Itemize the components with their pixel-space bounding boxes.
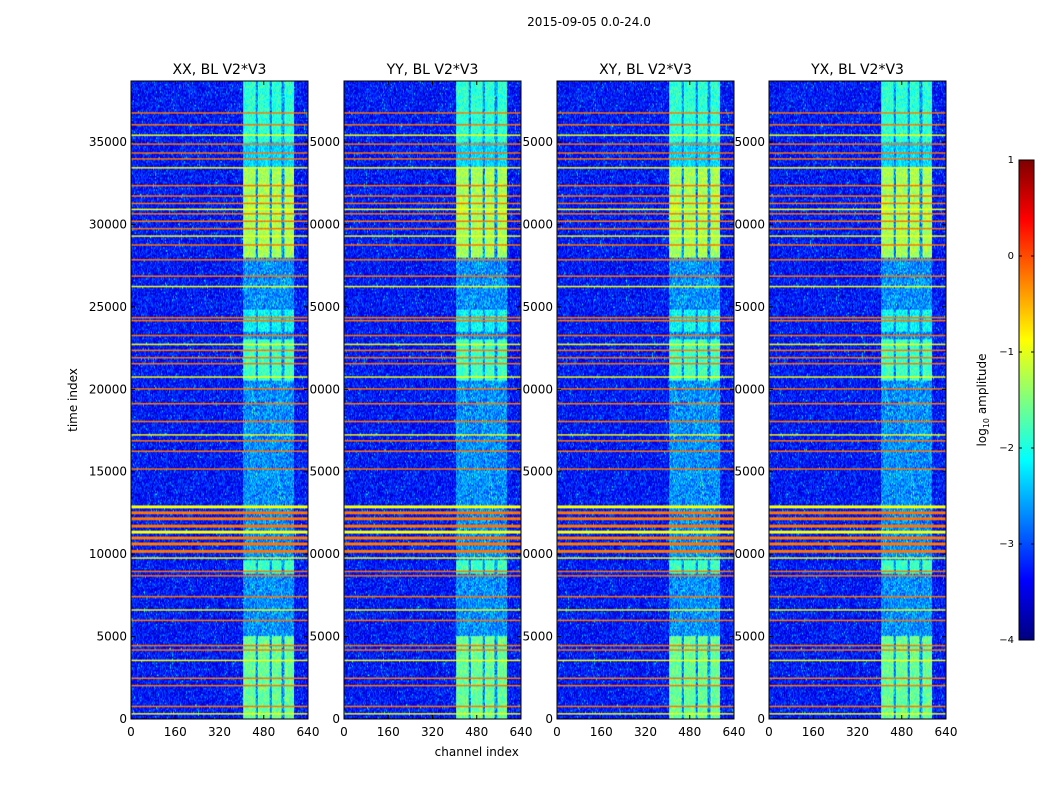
x-tick-label: 160 [164, 725, 187, 739]
y-tick-label: 0 [332, 712, 340, 726]
y-tick-label: 15000 [89, 465, 127, 479]
colorbar-tick-label: 1 [1008, 155, 1014, 166]
y-tick-label: 0000 [522, 217, 553, 231]
figure-title: 2015-09-05 0.0-24.0 [527, 15, 651, 29]
y-tick-label: 5000 [734, 300, 765, 314]
panel-title: YY, BL V2*V3 [386, 62, 479, 78]
x-tick-label: 160 [590, 725, 613, 739]
panels: XX, BL V2*V3 0 160 320 480 640 0 5000 10000 15000… [66, 62, 957, 759]
x-tick-label: 640 [297, 725, 320, 739]
y-tick-label: 0 [545, 712, 553, 726]
y-tick-label: 0000 [734, 382, 765, 396]
y-tick-label: 0000 [734, 547, 765, 561]
x-tick-label: 0 [340, 725, 348, 739]
x-tick-label: 160 [377, 725, 400, 739]
x-tick-label: 480 [465, 725, 488, 739]
heatmap-image [769, 81, 946, 719]
colorbar: −4 −3 −2 −1 0 1 log10 amplitude [975, 155, 1035, 646]
x-tick-label: 480 [890, 725, 913, 739]
x-tick-label: 0 [765, 725, 773, 739]
y-tick-label: 5000 [522, 300, 553, 314]
y-tick-label: 5000 [309, 630, 340, 644]
colorbar-label: log10 amplitude [975, 354, 991, 447]
y-tick-label: 5000 [522, 465, 553, 479]
y-tick-label: 0000 [309, 217, 340, 231]
x-tick-label: 640 [510, 725, 533, 739]
panel-yy: YY, BL V2*V3 0 160 320 480 640 0 5000 0000 5000 00… [309, 62, 532, 759]
y-tick-label: 0000 [522, 382, 553, 396]
y-tick-label: 0 [119, 712, 127, 726]
y-tick-label: 20000 [89, 382, 127, 396]
x-tick-label: 320 [634, 725, 657, 739]
panel-xx: XX, BL V2*V3 0 160 320 480 640 0 5000 10000 15000… [66, 62, 319, 739]
y-tick-label: 0000 [734, 217, 765, 231]
colorbar-tick-label: −2 [999, 443, 1014, 454]
y-tick-label: 5000 [734, 630, 765, 644]
heatmap-image [557, 81, 734, 719]
y-tick-label: 5000 [522, 630, 553, 644]
colorbar-tick-label: 0 [1008, 251, 1014, 262]
y-tick-label: 0000 [309, 382, 340, 396]
x-tick-label: 480 [678, 725, 701, 739]
y-tick-label: 25000 [89, 300, 127, 314]
x-tick-label: 320 [421, 725, 444, 739]
y-tick-label: 0 [757, 712, 765, 726]
colorbar-tick-label: −1 [999, 347, 1014, 358]
y-tick-label: 5000 [734, 135, 765, 149]
x-tick-label: 160 [802, 725, 825, 739]
heatmap-image [131, 81, 308, 719]
x-tick-label: 0 [553, 725, 561, 739]
colorbar-tick-label: −3 [999, 539, 1014, 550]
panel-yx: YX, BL V2*V3 0 160 320 480 640 0 5000 0000 5000 00… [734, 62, 957, 739]
panel-title: XX, BL V2*V3 [173, 62, 267, 78]
y-tick-label: 35000 [89, 135, 127, 149]
panel-title: YX, BL V2*V3 [810, 62, 904, 78]
colorbar-gradient [1018, 159, 1035, 641]
heatmap-image [344, 81, 521, 719]
y-axis-label: time index [66, 368, 80, 432]
x-tick-label: 320 [208, 725, 231, 739]
y-tick-label: 5000 [309, 135, 340, 149]
y-tick-label: 5000 [734, 465, 765, 479]
y-tick-label: 5000 [309, 465, 340, 479]
panel-xy: XY, BL V2*V3 0 160 320 480 640 0 5000 0000 5000 00… [522, 62, 745, 739]
x-tick-label: 320 [846, 725, 869, 739]
colorbar-tick-label: −4 [999, 635, 1014, 646]
x-tick-label: 480 [252, 725, 275, 739]
y-tick-label: 10000 [89, 547, 127, 561]
y-tick-label: 0000 [309, 547, 340, 561]
y-tick-label: 5000 [309, 300, 340, 314]
y-tick-label: 5000 [522, 135, 553, 149]
y-tick-label: 30000 [89, 217, 127, 231]
x-tick-label: 640 [723, 725, 746, 739]
y-tick-label: 5000 [96, 630, 127, 644]
panel-title: XY, BL V2*V3 [599, 62, 692, 78]
x-axis-label: channel index [435, 745, 519, 759]
y-tick-label: 0000 [522, 547, 553, 561]
x-tick-label: 0 [127, 725, 135, 739]
x-tick-label: 640 [935, 725, 958, 739]
